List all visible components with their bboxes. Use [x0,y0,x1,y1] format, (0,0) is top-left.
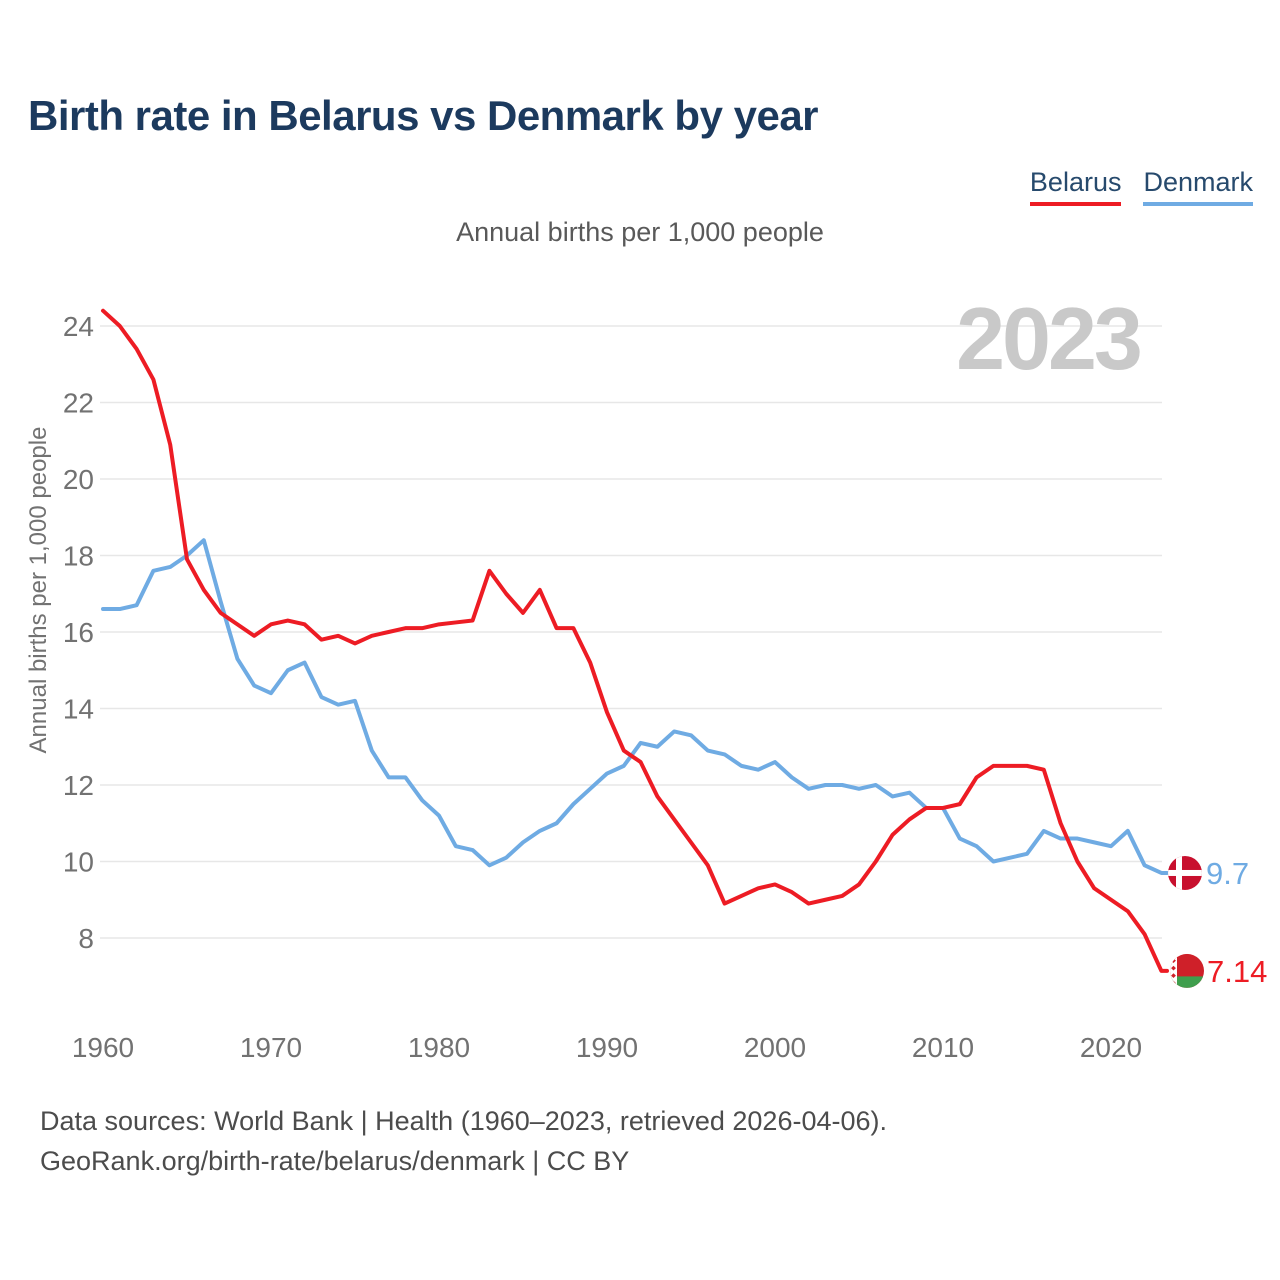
year-watermark: 2023 [956,289,1140,388]
x-axis-tick-label: 1960 [72,1032,134,1063]
x-axis-tick-label: 2020 [1080,1032,1142,1063]
legend-item-belarus[interactable]: Belarus [1029,168,1122,207]
x-axis-tick-label: 1980 [408,1032,470,1063]
y-axis-tick-label: 24 [63,311,94,342]
x-axis-tick-label: 1970 [240,1032,302,1063]
belarus-end-value: 7.14 [1207,954,1267,989]
chart-subtitle: Annual births per 1,000 people [456,217,824,247]
y-axis-tick-label: 20 [63,464,94,495]
y-axis-tick-label: 12 [63,770,94,801]
legend-item-denmark[interactable]: Denmark [1143,168,1253,207]
y-axis-tick-label: 22 [63,388,94,419]
denmark-end-value: 9.7 [1206,856,1249,891]
x-axis-tick-label: 2010 [912,1032,974,1063]
footer: Data sources: World Bank | Health (1960–… [40,1101,887,1181]
y-axis-tick-label: 18 [63,541,94,572]
footer-url-line: GeoRank.org/birth-rate/belarus/denmark |… [40,1146,630,1176]
x-axis-tick-label: 1990 [576,1032,638,1063]
y-axis-tick-label: 16 [63,617,94,648]
footer-source-line: Data sources: World Bank | Health (1960–… [40,1106,887,1136]
belarus-flag-icon [1170,953,1204,988]
denmark-line[interactable] [101,538,1169,875]
legend: Belarus Denmark [1029,168,1253,207]
y-axis-tick-label: 14 [63,694,94,725]
x-axis-tick-label: 2000 [744,1032,806,1063]
y-axis-tick-label: 10 [63,847,94,878]
y-axis-title: Annual births per 1,000 people [25,427,52,754]
denmark-flag-icon [1168,855,1202,890]
y-axis-tick-label: 8 [78,923,94,954]
belarus-line[interactable] [101,308,1169,973]
page-title: Birth rate in Belarus vs Denmark by year [28,92,819,139]
